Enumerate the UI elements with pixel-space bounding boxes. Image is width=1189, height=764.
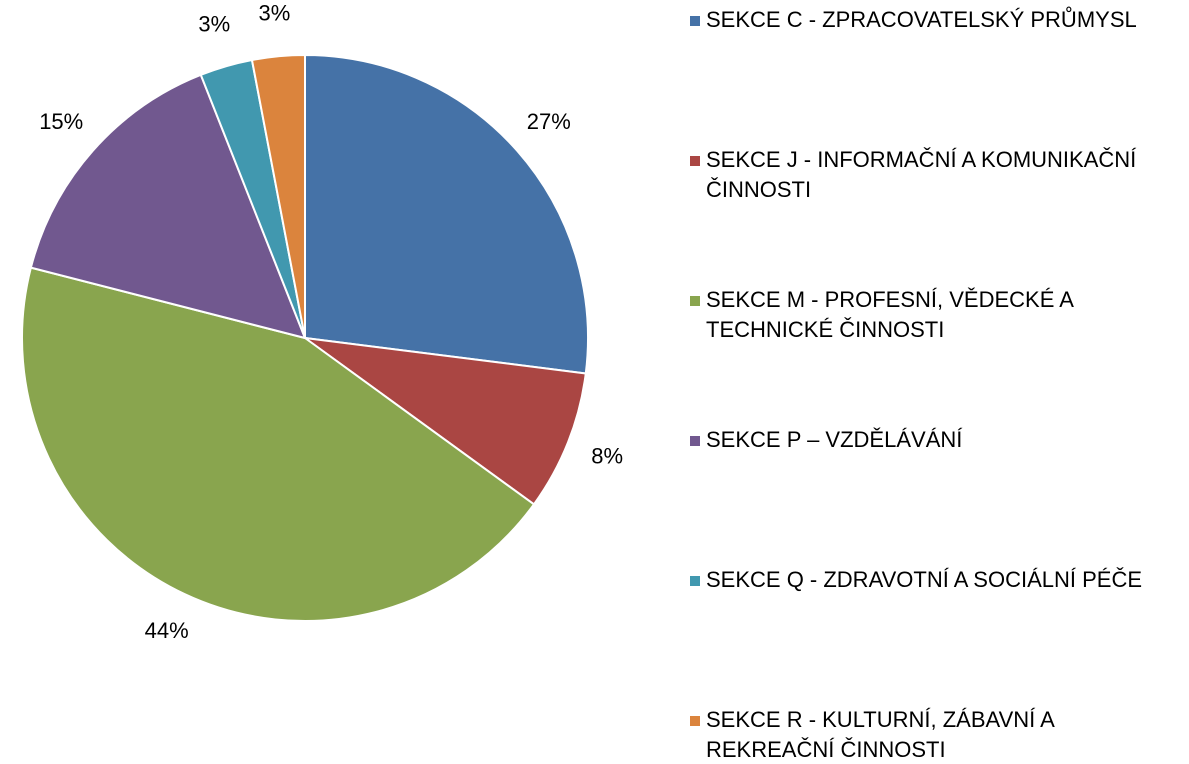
pie-slice — [250, 53, 306, 339]
legend-swatch — [690, 296, 700, 306]
legend-item: SEKCE M - PROFESNÍ, VĚDECKÉ A TECHNICKÉ … — [690, 285, 1165, 345]
legend-item: SEKCE R - KULTURNÍ, ZÁBAVNÍ A REKREAČNÍ … — [690, 705, 1165, 764]
legend-item: SEKCE J - INFORMAČNÍ A KOMUNIKAČNÍ ČINNO… — [690, 145, 1165, 205]
legend-swatch — [690, 716, 700, 726]
pie-slice — [21, 266, 536, 622]
data-label: 44% — [145, 618, 189, 643]
legend-swatch — [690, 16, 700, 26]
pie-slice — [304, 53, 589, 375]
legend-label: SEKCE R - KULTURNÍ, ZÁBAVNÍ A REKREAČNÍ … — [706, 707, 1054, 762]
legend-swatch — [690, 156, 700, 166]
legend-item: SEKCE Q - ZDRAVOTNÍ A SOCIÁLNÍ PÉČE — [690, 565, 1165, 595]
pie-slice — [29, 73, 307, 340]
legend-item: SEKCE C - ZPRACOVATELSKÝ PRŮMYSL — [690, 5, 1165, 35]
data-label: 8% — [591, 443, 623, 468]
pie-slice — [304, 337, 587, 506]
data-label: 3% — [259, 0, 291, 25]
data-label: 3% — [198, 12, 230, 37]
legend-swatch — [690, 436, 700, 446]
data-label: 27% — [527, 109, 571, 134]
legend-swatch — [690, 576, 700, 586]
legend-item: SEKCE P – VZDĚLÁVÁNÍ — [690, 425, 1165, 455]
legend-label: SEKCE P – VZDĚLÁVÁNÍ — [706, 427, 963, 452]
legend-label: SEKCE Q - ZDRAVOTNÍ A SOCIÁLNÍ PÉČE — [706, 567, 1143, 592]
legend-label: SEKCE M - PROFESNÍ, VĚDECKÉ A TECHNICKÉ … — [706, 287, 1073, 342]
legend-label: SEKCE J - INFORMAČNÍ A KOMUNIKAČNÍ ČINNO… — [706, 147, 1137, 202]
data-label: 15% — [39, 109, 83, 134]
legend-label: SEKCE C - ZPRACOVATELSKÝ PRŮMYSL — [706, 7, 1137, 32]
